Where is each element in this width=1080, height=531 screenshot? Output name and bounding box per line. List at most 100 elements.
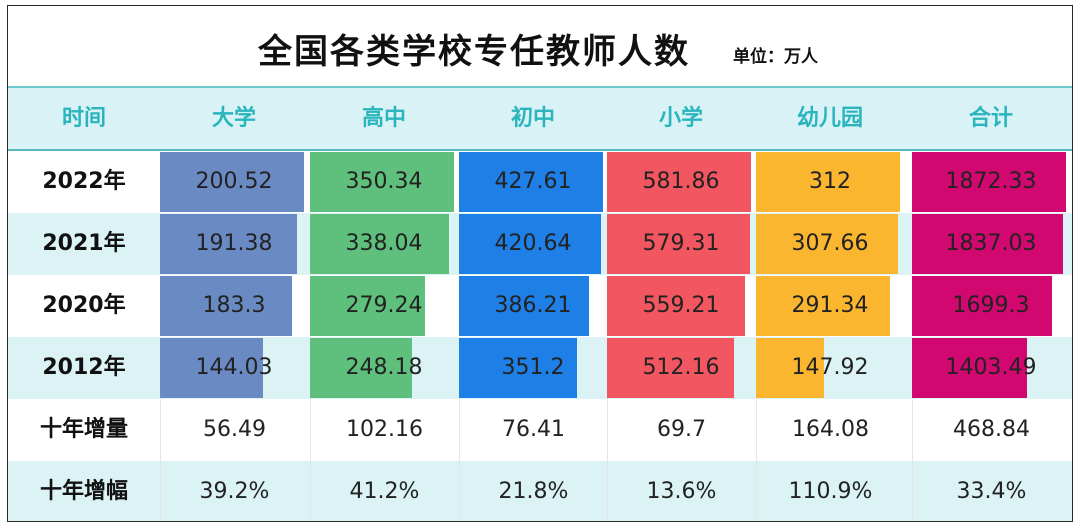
row-label: 十年增量 — [39, 417, 128, 442]
row-label: 十年增幅 — [39, 479, 128, 504]
bar-2 — [310, 276, 425, 336]
row-label: 2020年 — [42, 293, 126, 318]
bar-4 — [607, 338, 734, 398]
row-label: 2012年 — [42, 355, 126, 380]
summary-value: 21.8% — [498, 479, 569, 504]
bar-cell: 248.18 — [310, 337, 458, 399]
header-1: 大学 — [211, 106, 256, 131]
bar-value: 1699.3 — [952, 293, 1030, 318]
bar-value: 200.52 — [195, 169, 273, 194]
summary-value: 76.41 — [502, 417, 565, 442]
bar-2 — [310, 338, 412, 398]
bar-3 — [459, 152, 603, 212]
bar-6 — [912, 338, 1027, 398]
bar-5 — [756, 338, 824, 398]
bar-value: 307.66 — [791, 231, 869, 256]
bar-2 — [310, 152, 454, 212]
bar-value: 312 — [809, 169, 851, 194]
header-5: 幼儿园 — [796, 106, 863, 131]
bar-cell: 1403.49 — [912, 337, 1070, 399]
bar-5 — [756, 214, 898, 274]
bar-1 — [160, 214, 297, 274]
bar-6 — [912, 214, 1063, 274]
unit-label: 单位：万人 — [733, 47, 818, 67]
bar-value: 147.92 — [791, 355, 869, 380]
summary-cell: 13.6% — [607, 461, 755, 521]
bar-value: 144.03 — [195, 355, 273, 380]
bar-value: 512.16 — [642, 355, 720, 380]
bar-3 — [459, 338, 577, 398]
bar-cell: 559.21 — [607, 275, 755, 337]
bar-value: 1403.49 — [945, 355, 1037, 380]
bar-cell: 307.66 — [756, 213, 904, 275]
header-4: 小学 — [658, 106, 703, 131]
bar-value: 350.34 — [345, 169, 423, 194]
bar-6 — [912, 152, 1066, 212]
bar-cell: 579.31 — [607, 213, 755, 275]
bar-value: 279.24 — [345, 293, 423, 318]
table-row: 2021年 191.38 338.04 420.64 579.31 307.66 1837.… — [8, 213, 1072, 275]
bar-value: 183.3 — [202, 293, 266, 318]
bar-cell: 427.61 — [459, 151, 607, 213]
header-6: 合计 — [968, 106, 1013, 131]
summary-value: 468.84 — [953, 417, 1030, 442]
bar-cell: 147.92 — [756, 337, 904, 399]
bar-value: 191.38 — [195, 231, 273, 256]
bar-cell: 1699.3 — [912, 275, 1070, 337]
table-row: 2012年 144.03 248.18 351.2 512.16 147.92 1403.4… — [8, 337, 1072, 399]
bar-value: 1837.03 — [945, 231, 1037, 256]
bar-4 — [607, 214, 750, 274]
summary-row: 十年增量 56.49 102.16 76.41 69.7 164.08 468.84 — [8, 399, 1072, 461]
summary-value: 39.2% — [199, 479, 270, 504]
summary-cell: 164.08 — [756, 399, 904, 461]
summary-value: 102.16 — [346, 417, 423, 442]
summary-cell: 468.84 — [912, 399, 1070, 461]
summary-cell: 110.9% — [756, 461, 904, 521]
summary-cell: 102.16 — [310, 399, 458, 461]
summary-cell: 69.7 — [607, 399, 755, 461]
summary-cell: 33.4% — [912, 461, 1070, 521]
bar-cell: 1837.03 — [912, 213, 1070, 275]
bar-cell: 1872.33 — [912, 151, 1070, 213]
bar-3 — [459, 276, 589, 336]
bar-value: 338.04 — [345, 231, 423, 256]
bar-1 — [160, 338, 263, 398]
bar-value: 427.61 — [494, 169, 572, 194]
bar-2 — [310, 214, 449, 274]
bar-cell: 420.64 — [459, 213, 607, 275]
summary-cell: 21.8% — [459, 461, 607, 521]
bar-cell: 291.34 — [756, 275, 904, 337]
bar-cell: 338.04 — [310, 213, 458, 275]
header-row: 时间 大学 高中 初中 小学 幼儿园 合计 — [8, 88, 1072, 151]
bar-cell: 581.86 — [607, 151, 755, 213]
bar-cell: 351.2 — [459, 337, 607, 399]
bar-value: 420.64 — [494, 231, 572, 256]
bar-cell: 312 — [756, 151, 904, 213]
header-time: 时间 — [61, 106, 106, 131]
summary-row: 十年增幅 39.2% 41.2% 21.8% 13.6% 110.9% 33.4% — [8, 461, 1072, 521]
bar-cell: 200.52 — [160, 151, 308, 213]
page-title: 全国各类学校专任教师人数 — [258, 32, 690, 72]
bar-cell: 386.21 — [459, 275, 607, 337]
summary-value: 41.2% — [349, 479, 420, 504]
summary-cell: 76.41 — [459, 399, 607, 461]
bar-value: 579.31 — [642, 231, 720, 256]
bar-value: 248.18 — [345, 355, 423, 380]
bar-4 — [607, 152, 751, 212]
bar-1 — [160, 276, 292, 336]
bar-1 — [160, 152, 304, 212]
row-label: 2022年 — [42, 169, 126, 194]
bar-3 — [459, 214, 601, 274]
summary-value: 110.9% — [788, 479, 873, 504]
summary-value: 13.6% — [646, 479, 717, 504]
bar-6 — [912, 276, 1052, 336]
bar-5 — [756, 152, 900, 212]
bar-cell: 144.03 — [160, 337, 308, 399]
bar-cell: 350.34 — [310, 151, 458, 213]
bar-value: 581.86 — [642, 169, 720, 194]
bar-value: 386.21 — [494, 293, 572, 318]
summary-cell: 56.49 — [160, 399, 308, 461]
bar-4 — [607, 276, 745, 336]
summary-value: 164.08 — [792, 417, 869, 442]
summary-cell: 41.2% — [310, 461, 458, 521]
